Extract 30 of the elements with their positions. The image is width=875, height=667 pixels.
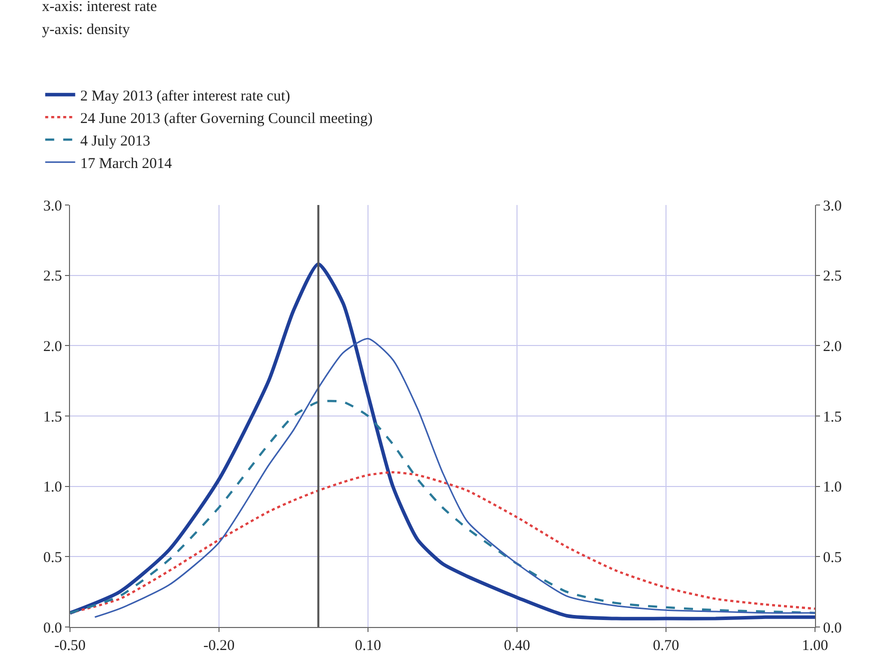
legend-label: 24 June 2013 (after Governing Council meeting) <box>80 111 373 127</box>
x-tick-label: 0.70 <box>652 638 680 654</box>
line-series <box>70 400 815 614</box>
x-tick-label: 0.40 <box>504 638 530 654</box>
legend-label: 4 July 2013 <box>80 134 150 150</box>
y-tick-label: 2.0 <box>43 338 62 355</box>
line-series <box>70 262 815 620</box>
legend-label: 2 May 2013 (after interest rate cut) <box>80 88 290 104</box>
y-tick-label: 0.5 <box>43 550 62 566</box>
y2-tick-label: 3.0 <box>823 198 842 214</box>
y-tick-label: 1.0 <box>43 480 62 496</box>
x-tick-label: 0.10 <box>354 638 382 654</box>
x-tick-label: -0.20 <box>203 638 235 654</box>
y-tick-label: 3.0 <box>43 198 62 214</box>
y2-tick-label: 0.0 <box>823 620 842 636</box>
y-tick-label: 1.5 <box>43 409 62 426</box>
text: y-axis: density <box>42 22 130 38</box>
y2-tick-label: 0.5 <box>823 550 842 566</box>
y-tick-label: 2.5 <box>43 268 62 285</box>
y2-tick-label: 2.0 <box>823 338 842 355</box>
y2-tick-label: 2.5 <box>823 268 842 285</box>
y-tick-label: 0.0 <box>43 620 62 636</box>
line-series <box>94 338 815 618</box>
legend-label: 17 March 2014 <box>80 156 172 172</box>
y2-tick-label: 1.0 <box>823 480 842 496</box>
x-tick-label: 1.00 <box>802 638 828 654</box>
text: x-axis: interest rate <box>42 0 158 15</box>
y2-tick-label: 1.5 <box>823 409 842 426</box>
line-series <box>70 471 815 614</box>
x-tick-label: -0.50 <box>54 638 86 654</box>
